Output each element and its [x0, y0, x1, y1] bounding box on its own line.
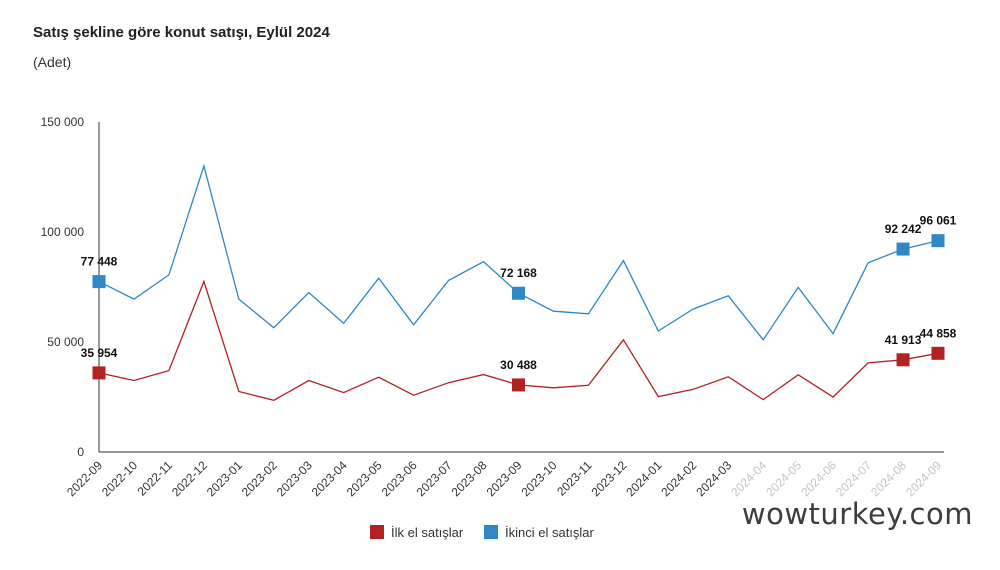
data-marker [512, 286, 525, 300]
x-tick-label: 2024-03 [693, 458, 734, 499]
x-tick-label: 2024-09 [903, 458, 944, 499]
x-tick-label: 2023-03 [274, 458, 315, 499]
data-marker [896, 242, 910, 256]
x-tick-label: 2024-08 [868, 458, 909, 499]
x-tick-label: 2023-06 [379, 458, 420, 499]
x-tick-label: 2023-12 [588, 458, 629, 499]
y-tick-label: 150 000 [41, 115, 85, 129]
legend-swatch [370, 525, 384, 539]
legend-label: İlk el satışlar [391, 525, 464, 540]
data-marker [512, 378, 525, 392]
y-tick-label: 0 [77, 445, 84, 459]
data-label: 35 954 [81, 346, 118, 360]
x-tick-label: 2023-11 [554, 458, 595, 499]
legend-swatch [484, 525, 498, 539]
x-tick-label: 2023-10 [519, 458, 560, 499]
data-marker [92, 366, 106, 380]
watermark-text: wowturkey.com [741, 497, 973, 531]
data-marker [931, 346, 945, 360]
data-marker [896, 353, 910, 367]
data-label: 30 488 [500, 358, 537, 372]
x-tick-label: 2024-01 [623, 458, 664, 499]
data-label: 41 913 [885, 333, 922, 347]
data-label: 77 448 [81, 255, 118, 269]
y-tick-label: 50 000 [47, 335, 84, 349]
data-label: 96 061 [920, 214, 957, 228]
legend-label: İkinci el satışlar [505, 525, 595, 540]
x-tick-label: 2023-02 [239, 458, 280, 499]
data-label: 72 168 [500, 266, 537, 280]
x-tick-label: 2023-04 [309, 458, 350, 499]
x-tick-label: 2023-05 [344, 458, 385, 499]
x-tick-label: 2023-07 [414, 458, 455, 499]
chart-title: Satış şekline göre konut satışı, Eylül 2… [33, 24, 330, 41]
x-tick-label: 2022-09 [64, 458, 105, 499]
x-tick-label: 2022-10 [99, 458, 140, 499]
series-line-second-sales [98, 163, 939, 341]
y-tick-label: 100 000 [41, 225, 85, 239]
x-tick-label: 2022-12 [169, 458, 210, 499]
data-label: 92 242 [885, 222, 922, 236]
x-tick-label: 2024-06 [798, 458, 839, 499]
x-tick-label: 2023-09 [484, 458, 525, 499]
data-marker [931, 234, 945, 248]
x-tick-label: 2024-02 [658, 458, 699, 499]
x-tick-label: 2024-07 [833, 458, 874, 499]
x-tick-label: 2023-01 [204, 458, 245, 499]
x-tick-label: 2022-11 [135, 458, 176, 499]
x-tick-label: 2024-05 [763, 458, 804, 499]
data-label: 44 858 [920, 326, 957, 340]
x-tick-label: 2024-04 [728, 458, 769, 499]
data-marker [92, 275, 106, 289]
chart-unit-label: (Adet) [33, 54, 72, 70]
x-tick-label: 2023-08 [449, 458, 490, 499]
